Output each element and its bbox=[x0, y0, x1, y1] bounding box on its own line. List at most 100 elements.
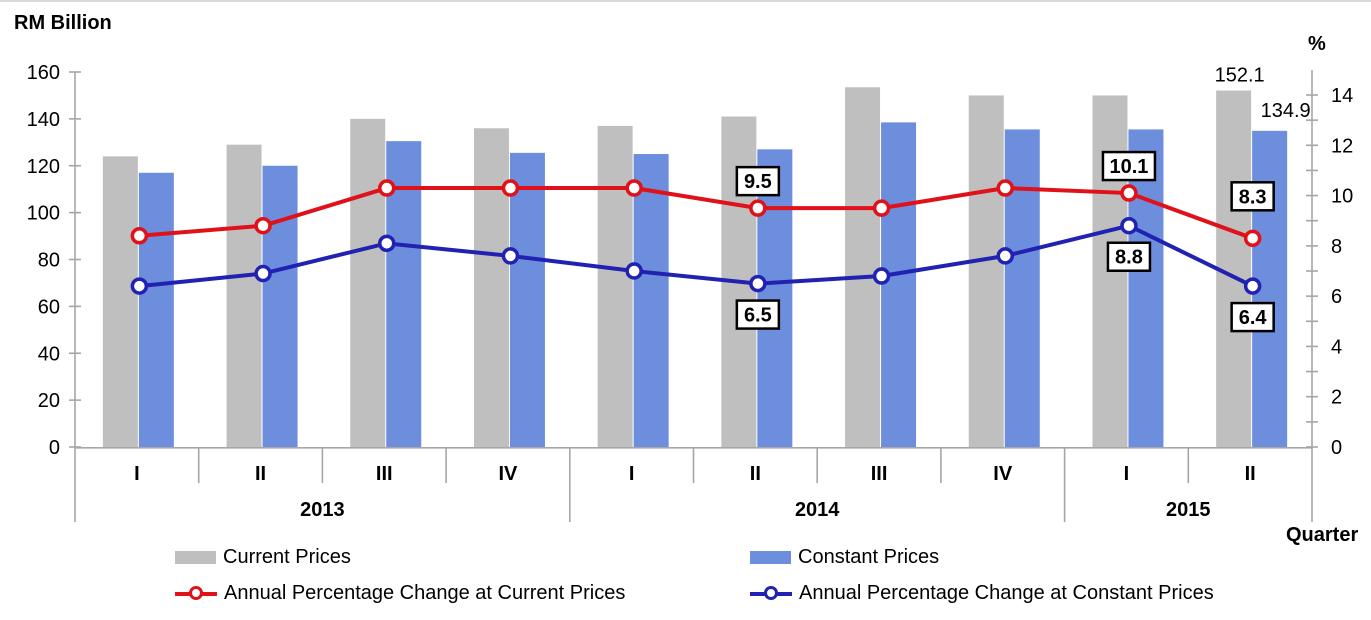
right-tick-label: 10 bbox=[1331, 186, 1353, 208]
marker-9 bbox=[1243, 229, 1262, 248]
bar-current-9 bbox=[1216, 90, 1252, 447]
year-label: 2015 bbox=[1166, 499, 1211, 521]
left-tick-label: 60 bbox=[38, 296, 60, 318]
left-tick-label: 20 bbox=[38, 390, 60, 412]
quarter-label: II bbox=[255, 463, 266, 485]
marker-0 bbox=[130, 277, 149, 295]
marker-5 bbox=[749, 274, 767, 293]
bar-current-6 bbox=[845, 87, 881, 447]
legend-item-constant-prices: Constant Prices bbox=[750, 545, 940, 568]
data-labels: 9.5 6.5 10.1 8.8 8.3 6.4 152.1 134.9 bbox=[735, 65, 1311, 333]
quarter-label: III bbox=[376, 463, 393, 485]
callout-value: 9.5 bbox=[744, 171, 772, 193]
right-tick-label: 12 bbox=[1331, 135, 1353, 157]
marker-3 bbox=[501, 247, 520, 265]
quarter-label: II bbox=[750, 463, 761, 485]
red-line-marker-icon bbox=[175, 584, 217, 602]
pct-constant-line bbox=[130, 216, 1262, 295]
bar-value-label: 152.1 bbox=[1215, 65, 1265, 87]
left-tick-label: 100 bbox=[27, 203, 60, 225]
quarter-label: I bbox=[629, 463, 635, 485]
marker-2 bbox=[378, 179, 396, 197]
callout-box bbox=[735, 165, 781, 197]
callout-box bbox=[1230, 301, 1275, 333]
marker-5 bbox=[749, 199, 767, 217]
blue-line-marker-icon bbox=[750, 584, 792, 602]
callout-value: 6.5 bbox=[744, 305, 772, 327]
legend-label: Annual Percentage Change at Current Pric… bbox=[224, 581, 626, 604]
marker-4 bbox=[625, 262, 643, 280]
legend-item-pct-current: Annual Percentage Change at Current Pric… bbox=[175, 581, 626, 604]
marker-8 bbox=[1120, 216, 1138, 235]
callout-box bbox=[1230, 181, 1275, 212]
constant-prices-swatch-icon bbox=[750, 550, 791, 564]
bar-current-3 bbox=[473, 128, 509, 447]
pct-current-line bbox=[130, 179, 1262, 248]
bar-current-7 bbox=[968, 95, 1004, 447]
current-prices-bars bbox=[102, 87, 1252, 447]
callout-box bbox=[1101, 150, 1157, 182]
quarter-label: I bbox=[134, 463, 140, 485]
legend-item-pct-constant: Annual Percentage Change at Constant Pri… bbox=[750, 581, 1214, 604]
right-tick-label: 8 bbox=[1331, 236, 1342, 258]
marker-4 bbox=[625, 179, 643, 197]
left-tick-label: 120 bbox=[27, 156, 60, 178]
marker-6 bbox=[872, 199, 891, 217]
quarter-label: II bbox=[1245, 463, 1256, 485]
legend-label: Constant Prices bbox=[798, 545, 940, 568]
right-tick-label: 4 bbox=[1331, 336, 1342, 358]
bar-constant-1 bbox=[262, 165, 298, 447]
bar-constant-5 bbox=[757, 149, 793, 447]
current-prices-swatch-icon bbox=[175, 550, 216, 564]
left-tick-label: 40 bbox=[38, 343, 60, 365]
x-axis-title: Quarter bbox=[1286, 524, 1359, 546]
marker-8 bbox=[1120, 184, 1138, 202]
bar-constant-6 bbox=[881, 122, 917, 447]
marker-7 bbox=[996, 179, 1014, 197]
quarter-label: IV bbox=[993, 463, 1013, 485]
bar-current-4 bbox=[597, 125, 633, 447]
callout-value: 6.4 bbox=[1239, 307, 1268, 329]
right-tick-label: 6 bbox=[1331, 286, 1342, 308]
bar-constant-8 bbox=[1128, 129, 1164, 447]
quarter-label: IV bbox=[498, 463, 518, 485]
callout-value: 8.8 bbox=[1115, 247, 1143, 269]
quarter-label: III bbox=[871, 463, 888, 485]
marker-1 bbox=[254, 216, 272, 235]
legend-label: Annual Percentage Change at Constant Pri… bbox=[799, 581, 1214, 604]
legend-label: Current Prices bbox=[223, 545, 351, 568]
marker-9 bbox=[1243, 277, 1262, 295]
marker-0 bbox=[130, 227, 149, 245]
bar-current-2 bbox=[350, 118, 386, 447]
callout-value: 8.3 bbox=[1239, 186, 1267, 208]
bar-constant-0 bbox=[138, 172, 174, 447]
right-tick-label: 0 bbox=[1331, 437, 1342, 459]
quarter-label: I bbox=[1124, 463, 1130, 485]
bar-current-0 bbox=[102, 156, 138, 447]
bar-constant-3 bbox=[509, 152, 545, 447]
legend-item-current-prices: Current Prices bbox=[175, 545, 351, 568]
callout-box bbox=[735, 299, 781, 330]
left-axis-ticks: 0 20 40 60 80 100 120 140 160 bbox=[27, 62, 81, 459]
year-label: 2014 bbox=[795, 499, 840, 521]
marker-7 bbox=[996, 247, 1014, 265]
left-tick-label: 0 bbox=[49, 437, 60, 459]
bar-constant-7 bbox=[1004, 129, 1040, 447]
left-axis-title: RM Billion bbox=[14, 12, 112, 34]
marker-3 bbox=[501, 179, 520, 197]
right-tick-label: 2 bbox=[1331, 387, 1342, 409]
right-axis-ticks: 0 2 4 6 8 10 12 14 bbox=[1306, 85, 1353, 459]
year-label: 2013 bbox=[300, 499, 345, 521]
callout-value: 10.1 bbox=[1109, 156, 1148, 178]
marker-2 bbox=[378, 234, 396, 253]
right-tick-label: 14 bbox=[1331, 85, 1353, 107]
marker-1 bbox=[254, 264, 272, 283]
left-tick-label: 160 bbox=[27, 62, 60, 84]
bar-value-label: 134.9 bbox=[1261, 100, 1311, 122]
callout-box bbox=[1106, 241, 1152, 272]
left-tick-label: 80 bbox=[38, 250, 60, 272]
bar-current-1 bbox=[226, 144, 262, 447]
